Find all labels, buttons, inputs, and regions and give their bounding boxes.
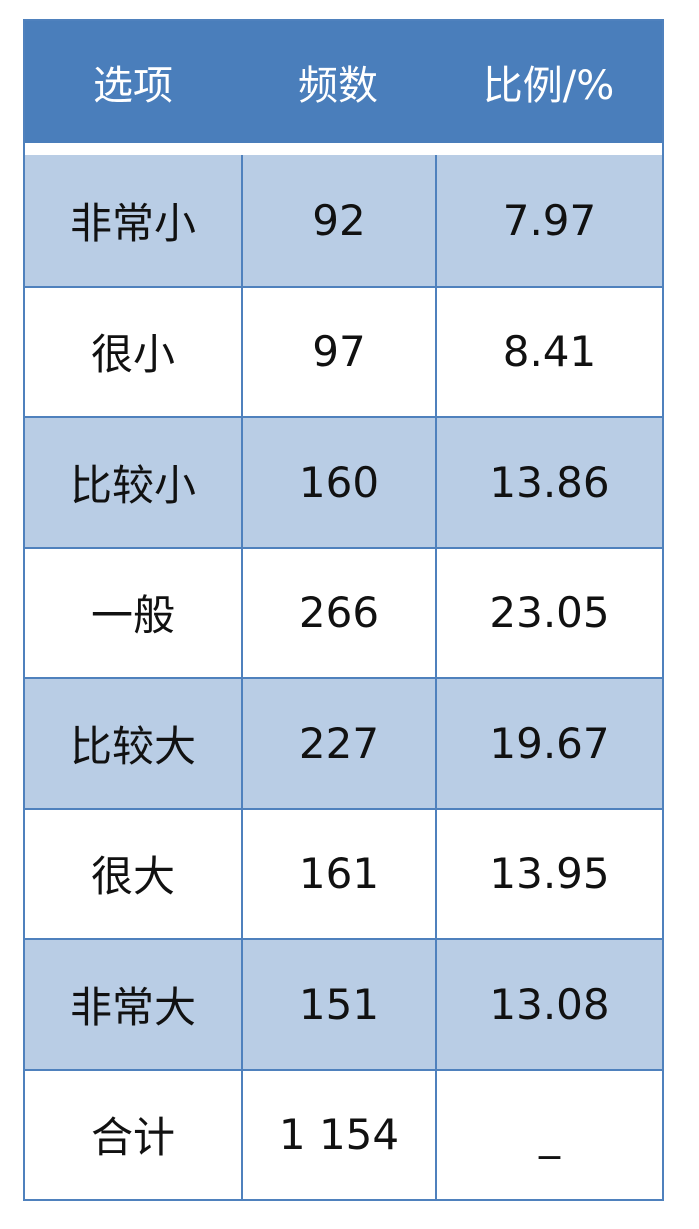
cell-count: 161 — [241, 809, 435, 938]
cell-option: 非常小 — [69, 198, 196, 248]
table-row: 非常小 92 7.97 — [25, 155, 662, 286]
table-row: 很大 161 13.95 — [25, 807, 662, 938]
cell-count: 92 — [241, 155, 435, 286]
cell-option: 合计 — [90, 1113, 175, 1163]
cell-percent: 13.95 — [435, 809, 662, 938]
table-row: 非常大 151 13.08 — [25, 938, 662, 1069]
cell-percent: 13.86 — [435, 418, 662, 547]
header-count: 频数 — [298, 63, 378, 109]
cell-option: 非常大 — [69, 982, 196, 1032]
table-row: 合计 1 154 _ — [25, 1068, 662, 1199]
table-row: 比较大 227 19.67 — [25, 677, 662, 808]
cell-percent: _ — [435, 1070, 662, 1199]
cell-option: 很大 — [90, 852, 175, 902]
cell-option: 比较大 — [69, 721, 196, 771]
cell-percent: 8.41 — [435, 287, 662, 416]
cell-option: 很小 — [90, 330, 175, 380]
cell-percent: 13.08 — [435, 940, 662, 1069]
table-row: 很小 97 8.41 — [25, 285, 662, 416]
header-percent: 比例/% — [482, 63, 615, 109]
cell-count: 160 — [241, 418, 435, 547]
cell-count: 1 154 — [241, 1070, 435, 1199]
header-option: 选项 — [93, 63, 173, 109]
table-row: 一般 266 23.05 — [25, 546, 662, 677]
cell-option: 比较小 — [69, 460, 196, 510]
cell-percent: 19.67 — [435, 679, 662, 808]
cell-count: 266 — [241, 548, 435, 677]
cell-percent: 23.05 — [435, 548, 662, 677]
table-row: 比较小 160 13.86 — [25, 416, 662, 547]
cell-percent: 7.97 — [435, 155, 662, 286]
cell-option: 一般 — [90, 591, 175, 641]
cell-count: 97 — [241, 287, 435, 416]
frequency-table: 选项 频数 比例/% 非常小 92 7.97 很小 97 8.41 比较小 160 13.86 一… — [23, 19, 664, 1201]
cell-count: 151 — [241, 940, 435, 1069]
table-body: 非常小 92 7.97 很小 97 8.41 比较小 160 13.86 一般 266 23.05 比较… — [25, 155, 662, 1199]
table-header: 选项 频数 比例/% — [25, 21, 662, 143]
cell-count: 227 — [241, 679, 435, 808]
